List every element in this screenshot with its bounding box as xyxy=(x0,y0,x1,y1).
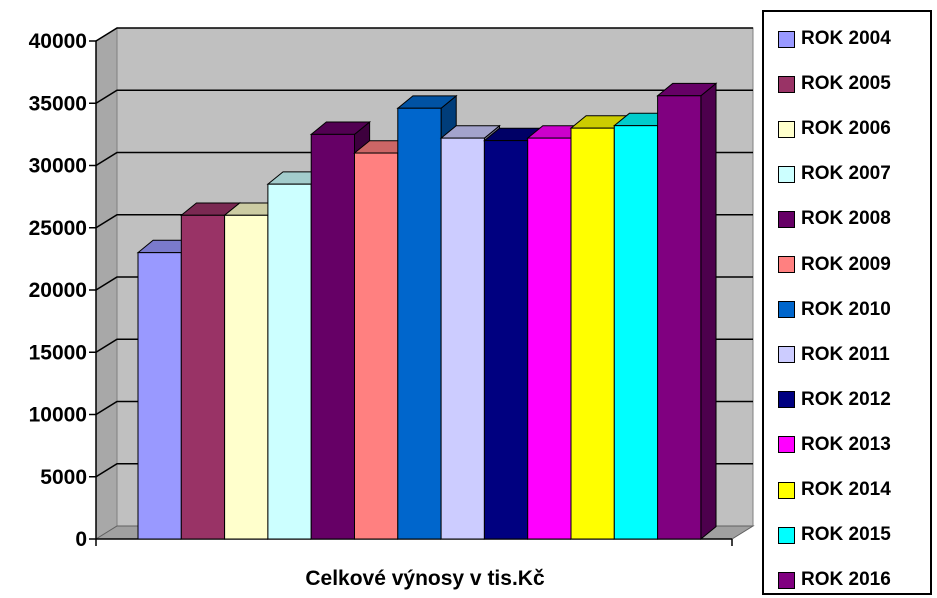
bar-front xyxy=(613,125,659,540)
bar-front xyxy=(137,252,182,540)
x-axis-label: Celkové výnosy v tis.Kč xyxy=(305,567,545,590)
legend-item: ROK 2012 xyxy=(778,385,891,415)
bar-chart: 0 5000 10000 15000 20000 25000 30000 35000 40000… xyxy=(29,27,755,590)
legend: ROK 2004 ROK 2005 ROK 2006 ROK 2007 ROK 2008… xyxy=(762,10,932,595)
bar-front xyxy=(180,214,226,540)
legend-item: ROK 2007 xyxy=(778,159,891,189)
legend-item: ROK 2010 xyxy=(778,295,891,325)
legend-item: ROK 2004 xyxy=(778,24,891,54)
bar-front xyxy=(310,133,356,540)
bar-front xyxy=(440,137,485,540)
legend-swatch xyxy=(778,301,795,319)
legend-label: ROK 2014 xyxy=(801,479,891,500)
y-tick-label: 25000 xyxy=(29,217,87,240)
legend-label: ROK 2009 xyxy=(801,253,891,275)
legend-label: ROK 2011 xyxy=(801,343,890,365)
legend-item: ROK 2011 xyxy=(778,340,890,370)
legend-swatch xyxy=(778,30,795,48)
legend-label: ROK 2012 xyxy=(801,388,891,410)
legend-swatch xyxy=(778,120,795,138)
bar-front xyxy=(224,214,269,540)
legend-swatch xyxy=(778,481,795,499)
legend-swatch xyxy=(778,436,795,454)
legend-item: ROK 2009 xyxy=(778,250,891,280)
legend-label: ROK 2015 xyxy=(801,524,891,546)
legend-swatch xyxy=(778,75,795,93)
legend-label: ROK 2004 xyxy=(801,28,891,49)
gridline xyxy=(95,27,753,42)
legend-label: ROK 2006 xyxy=(801,118,891,140)
y-tick-label: 15000 xyxy=(29,341,87,364)
legend-label: ROK 2008 xyxy=(801,208,891,230)
legend-label: ROK 2013 xyxy=(801,433,891,455)
y-tick-label: 0 xyxy=(75,528,87,551)
legend-swatch xyxy=(778,526,795,544)
bar-front xyxy=(570,127,615,540)
bars xyxy=(136,82,718,541)
y-tick-label: 10000 xyxy=(29,404,87,427)
bar-front xyxy=(657,95,702,540)
bar-front xyxy=(527,137,572,540)
gridline xyxy=(95,89,753,104)
y-tick-label: 30000 xyxy=(29,155,87,178)
legend-swatch xyxy=(778,346,795,364)
legend-swatch xyxy=(778,256,795,273)
legend-swatch xyxy=(778,391,795,409)
bar-front xyxy=(354,152,399,540)
bar-front xyxy=(267,183,312,540)
bar-rok-2016 xyxy=(656,82,718,541)
bar-front xyxy=(397,107,442,540)
y-tick-label: 5000 xyxy=(40,466,87,489)
y-tick-label: 35000 xyxy=(29,92,87,115)
legend-swatch xyxy=(778,571,795,589)
bar-front xyxy=(483,140,529,540)
legend-item: ROK 2006 xyxy=(778,114,891,144)
y-tick-label: 40000 xyxy=(29,30,87,53)
legend-swatch xyxy=(778,165,795,183)
legend-label: ROK 2016 xyxy=(801,569,891,591)
legend-item: ROK 2013 xyxy=(778,430,891,460)
bar-side xyxy=(700,82,717,541)
legend-label: ROK 2005 xyxy=(801,73,891,95)
legend-item: ROK 2005 xyxy=(778,69,891,99)
y-tick-label: 20000 xyxy=(29,279,87,302)
y-axis: 0 5000 10000 15000 20000 25000 30000 35000 40000 xyxy=(29,30,733,551)
legend-label: ROK 2010 xyxy=(801,298,891,320)
legend-item: ROK 2015 xyxy=(778,520,891,550)
legend-item: ROK 2016 xyxy=(778,565,891,595)
legend-swatch xyxy=(778,210,795,228)
legend-item: ROK 2014 xyxy=(778,475,891,505)
legend-item: ROK 2008 xyxy=(778,204,891,234)
legend-label: ROK 2007 xyxy=(801,163,891,185)
